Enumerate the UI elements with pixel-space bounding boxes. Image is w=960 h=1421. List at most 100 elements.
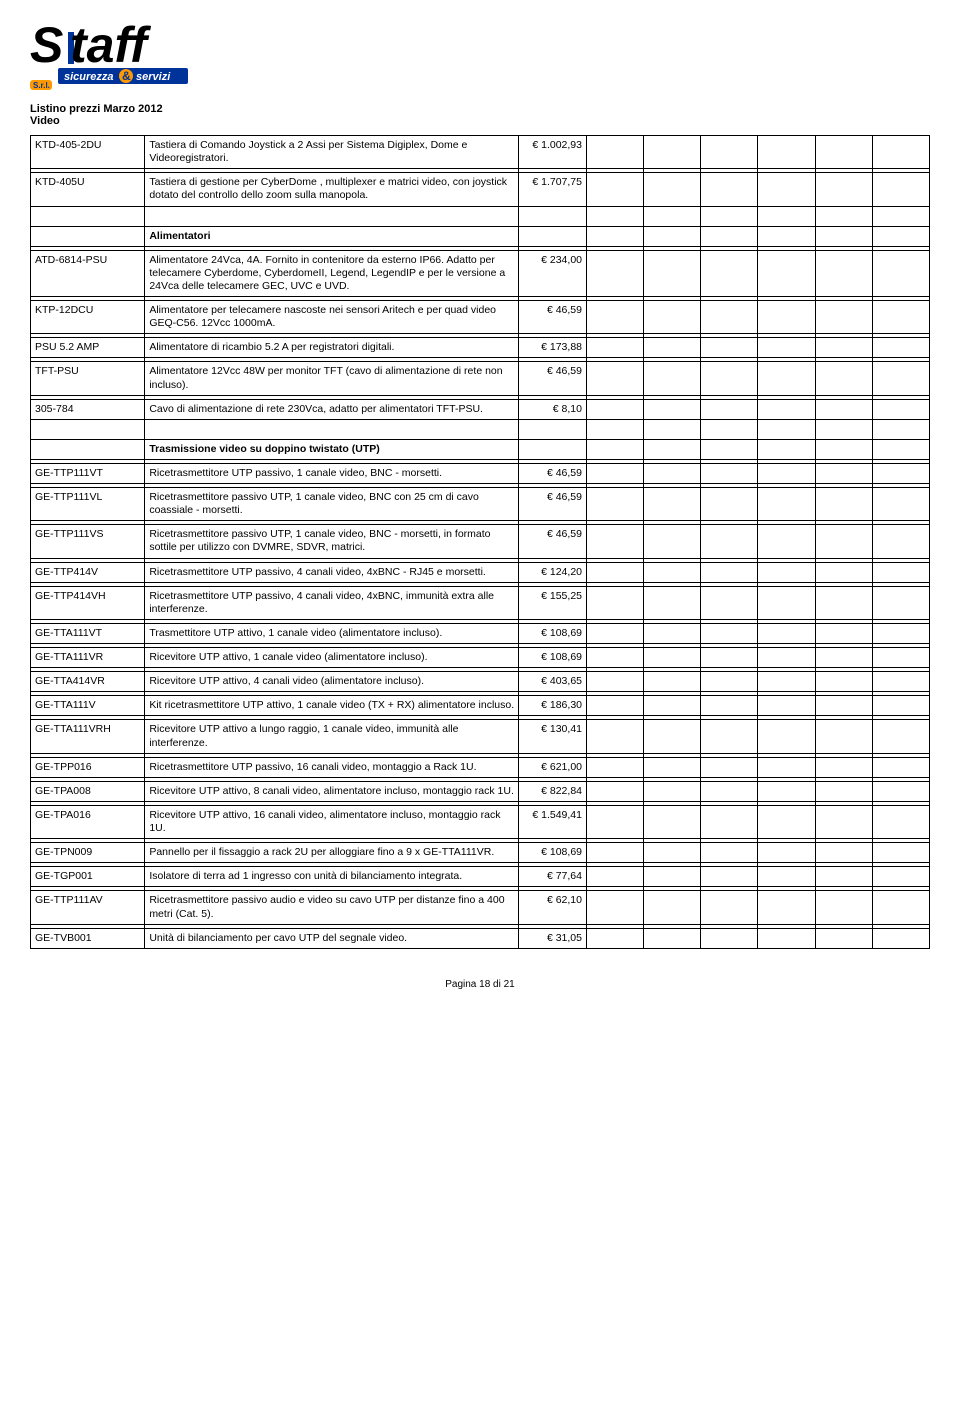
table-row: GE-TTP111VLRicetrasmettitore passivo UTP… <box>31 488 930 521</box>
product-price: € 186,30 <box>519 696 587 716</box>
table-row: GE-TTA111VTTrasmettitore UTP attivo, 1 c… <box>31 623 930 643</box>
product-desc: Alimentatore 12Vcc 48W per monitor TFT (… <box>145 362 519 395</box>
product-desc: Ricevitore UTP attivo a lungo raggio, 1 … <box>145 720 519 753</box>
product-price: € 822,84 <box>519 781 587 801</box>
product-code: GE-TTP414VH <box>31 586 145 619</box>
table-row: KTD-405-2DUTastiera di Comando Joystick … <box>31 136 930 169</box>
product-desc: Trasmettitore UTP attivo, 1 canale video… <box>145 623 519 643</box>
product-price: € 46,59 <box>519 362 587 395</box>
product-price: € 31,05 <box>519 928 587 948</box>
product-price: € 108,69 <box>519 648 587 668</box>
product-price: € 155,25 <box>519 586 587 619</box>
product-price: € 1.549,41 <box>519 805 587 838</box>
table-row: GE-TTA111VRHRicevitore UTP attivo a lung… <box>31 720 930 753</box>
product-price: € 124,20 <box>519 562 587 582</box>
table-row: GE-TPP016Ricetrasmettitore UTP passivo, … <box>31 757 930 777</box>
product-price: € 403,65 <box>519 672 587 692</box>
table-row: GE-TPN009Pannello per il fissaggio a rac… <box>31 843 930 863</box>
table-row: GE-TPA016Ricevitore UTP attivo, 16 canal… <box>31 805 930 838</box>
section-header: Trasmissione video su doppino twistato (… <box>145 439 519 459</box>
product-code: TFT-PSU <box>31 362 145 395</box>
product-price: € 234,00 <box>519 250 587 296</box>
product-price: € 8,10 <box>519 399 587 419</box>
table-row: GE-TPA008Ricevitore UTP attivo, 8 canali… <box>31 781 930 801</box>
product-price: € 108,69 <box>519 843 587 863</box>
table-row: GE-TTA414VRRicevitore UTP attivo, 4 cana… <box>31 672 930 692</box>
product-price: € 108,69 <box>519 623 587 643</box>
product-price: € 46,59 <box>519 525 587 558</box>
product-price: € 1.002,93 <box>519 136 587 169</box>
product-desc: Ricetrasmettitore UTP passivo, 4 canali … <box>145 562 519 582</box>
svg-text:sicurezza: sicurezza <box>64 71 114 83</box>
product-code: GE-TVB001 <box>31 928 145 948</box>
header-line1: Listino prezzi Marzo 2012 <box>30 103 930 115</box>
table-row: GE-TVB001Unità di bilanciamento per cavo… <box>31 928 930 948</box>
product-code: GE-TGP001 <box>31 867 145 887</box>
table-row: GE-TTP111VSRicetrasmettitore passivo UTP… <box>31 525 930 558</box>
table-row: GE-TGP001Isolatore di terra ad 1 ingress… <box>31 867 930 887</box>
product-code: GE-TTP414V <box>31 562 145 582</box>
product-price: € 1.707,75 <box>519 173 587 206</box>
product-price: € 62,10 <box>519 891 587 924</box>
svg-text:S: S <box>30 20 63 73</box>
product-desc: Tastiera di gestione per CyberDome , mul… <box>145 173 519 206</box>
product-desc: Ricetrasmettitore UTP passivo, 4 canali … <box>145 586 519 619</box>
product-code: KTP-12DCU <box>31 301 145 334</box>
product-code: GE-TTA414VR <box>31 672 145 692</box>
table-row: GE-TTP111VTRicetrasmettitore UTP passivo… <box>31 463 930 483</box>
product-desc: Ricevitore UTP attivo, 8 canali video, a… <box>145 781 519 801</box>
svg-text:&: & <box>122 69 131 83</box>
logo: S taff sicurezza & servizi S.r.l. <box>30 20 930 93</box>
logo-svg: S taff sicurezza & servizi S.r.l. <box>30 20 250 90</box>
product-code: GE-TTA111VT <box>31 623 145 643</box>
product-desc: Alimentatore per telecamere nascoste nei… <box>145 301 519 334</box>
product-desc: Ricetrasmettitore passivo UTP, 1 canale … <box>145 488 519 521</box>
product-desc: Isolatore di terra ad 1 ingresso con uni… <box>145 867 519 887</box>
product-code: GE-TPA016 <box>31 805 145 838</box>
product-desc: Ricetrasmettitore passivo UTP, 1 canale … <box>145 525 519 558</box>
product-code: GE-TTA111VR <box>31 648 145 668</box>
table-row: GE-TTA111VRRicevitore UTP attivo, 1 cana… <box>31 648 930 668</box>
product-code: ATD-6814-PSU <box>31 250 145 296</box>
table-row: 305-784Cavo di alimentazione di rete 230… <box>31 399 930 419</box>
product-code: GE-TTA111VRH <box>31 720 145 753</box>
product-code: KTD-405-2DU <box>31 136 145 169</box>
header-info: Listino prezzi Marzo 2012 Video <box>30 103 930 127</box>
product-desc: Pannello per il fissaggio a rack 2U per … <box>145 843 519 863</box>
product-price: € 173,88 <box>519 338 587 358</box>
product-price: € 130,41 <box>519 720 587 753</box>
product-desc: Alimentatore di ricambio 5.2 A per regis… <box>145 338 519 358</box>
product-desc: Ricevitore UTP attivo, 1 canale video (a… <box>145 648 519 668</box>
product-code: GE-TTP111VL <box>31 488 145 521</box>
product-price: € 46,59 <box>519 301 587 334</box>
product-code: GE-TPN009 <box>31 843 145 863</box>
price-table: KTD-405-2DUTastiera di Comando Joystick … <box>30 135 930 949</box>
product-desc: Kit ricetrasmettitore UTP attivo, 1 cana… <box>145 696 519 716</box>
product-price: € 46,59 <box>519 488 587 521</box>
product-desc: Cavo di alimentazione di rete 230Vca, ad… <box>145 399 519 419</box>
product-code: GE-TTA111V <box>31 696 145 716</box>
svg-text:servizi: servizi <box>136 71 171 83</box>
product-desc: Unità di bilanciamento per cavo UTP del … <box>145 928 519 948</box>
section-header: Alimentatori <box>145 226 519 246</box>
product-price: € 621,00 <box>519 757 587 777</box>
product-code: GE-TTP111VT <box>31 463 145 483</box>
table-row: GE-TTA111VKit ricetrasmettitore UTP atti… <box>31 696 930 716</box>
product-code: GE-TPP016 <box>31 757 145 777</box>
table-row: KTP-12DCUAlimentatore per telecamere nas… <box>31 301 930 334</box>
product-code: GE-TPA008 <box>31 781 145 801</box>
table-row: PSU 5.2 AMPAlimentatore di ricambio 5.2 … <box>31 338 930 358</box>
product-code: KTD-405U <box>31 173 145 206</box>
table-row: KTD-405UTastiera di gestione per CyberDo… <box>31 173 930 206</box>
table-row: GE-TTP414VRicetrasmettitore UTP passivo,… <box>31 562 930 582</box>
table-row: TFT-PSUAlimentatore 12Vcc 48W per monito… <box>31 362 930 395</box>
product-desc: Ricevitore UTP attivo, 16 canali video, … <box>145 805 519 838</box>
product-desc: Alimentatore 24Vca, 4A. Fornito in conte… <box>145 250 519 296</box>
page-footer: Pagina 18 di 21 <box>30 979 930 990</box>
product-desc: Ricevitore UTP attivo, 4 canali video (a… <box>145 672 519 692</box>
table-row: GE-TTP414VHRicetrasmettitore UTP passivo… <box>31 586 930 619</box>
product-price: € 46,59 <box>519 463 587 483</box>
product-desc: Ricetrasmettitore UTP passivo, 16 canali… <box>145 757 519 777</box>
svg-text:S.r.l.: S.r.l. <box>33 81 50 90</box>
table-row: GE-TTP111AVRicetrasmettitore passivo aud… <box>31 891 930 924</box>
